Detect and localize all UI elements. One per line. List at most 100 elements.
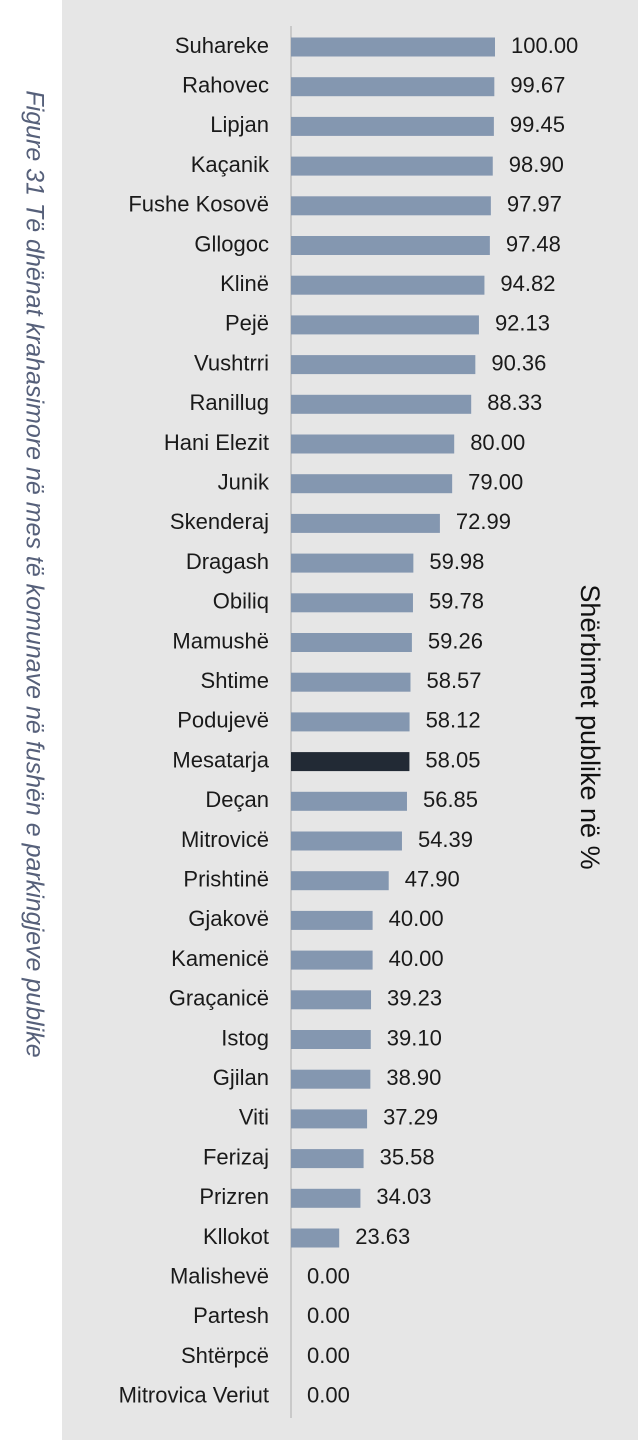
data-label: 35.58	[380, 1144, 435, 1169]
data-label: 0.00	[307, 1303, 350, 1328]
bar	[291, 672, 411, 692]
bar	[291, 37, 495, 57]
category-label: Malishevë	[170, 1264, 269, 1289]
category-label: Graçanicë	[169, 986, 269, 1011]
category-label: Gjilan	[213, 1065, 269, 1090]
category-label: Klinë	[220, 271, 269, 296]
bar	[291, 77, 495, 97]
category-label: Gjakovë	[188, 906, 269, 931]
category-label: Prizren	[199, 1184, 269, 1209]
category-label: Kllokot	[203, 1224, 269, 1249]
bar	[291, 1228, 340, 1248]
data-label: 59.98	[429, 549, 484, 574]
category-label: Mesatarja	[172, 747, 269, 772]
category-label: Lipjan	[210, 112, 269, 137]
bar	[291, 116, 494, 136]
bar	[291, 474, 453, 494]
category-label: Viti	[239, 1105, 269, 1130]
category-label: Vushtrri	[194, 350, 269, 375]
bar	[291, 553, 414, 573]
bar	[291, 990, 372, 1010]
data-label: 59.26	[428, 628, 483, 653]
category-label: Junik	[218, 470, 270, 495]
category-label: Podujevë	[177, 708, 269, 733]
bar	[291, 950, 373, 970]
bar	[291, 156, 493, 176]
bar	[291, 513, 440, 533]
data-label: 99.45	[510, 112, 565, 137]
axis-title: Shërbimet publike në %	[575, 584, 605, 869]
data-label: 88.33	[487, 390, 542, 415]
data-label: 97.97	[507, 192, 562, 217]
category-label: Suhareke	[175, 33, 269, 58]
bar	[291, 910, 373, 930]
caption-strip	[0, 0, 62, 1440]
bar	[291, 1030, 371, 1049]
category-label: Istog	[221, 1025, 269, 1050]
category-label: Ranillug	[190, 390, 270, 415]
category-label: Gllogoc	[194, 231, 269, 256]
data-label: 0.00	[307, 1264, 350, 1289]
data-label: 39.23	[387, 986, 442, 1011]
bar	[291, 712, 410, 732]
data-label: 72.99	[456, 509, 511, 534]
bar	[291, 355, 476, 375]
data-label: 58.57	[426, 668, 481, 693]
data-label: 99.67	[510, 73, 565, 98]
category-label: Mitrovicë	[181, 827, 269, 852]
data-label: 94.82	[500, 271, 555, 296]
bar	[291, 831, 402, 851]
bar	[291, 752, 410, 772]
data-label: 58.05	[425, 747, 480, 772]
data-label: 0.00	[307, 1343, 350, 1368]
data-label: 80.00	[470, 430, 525, 455]
data-label: 58.12	[426, 708, 481, 733]
category-label: Shtërpcë	[181, 1343, 269, 1368]
category-label: Partesh	[193, 1303, 269, 1328]
data-label: 79.00	[468, 470, 523, 495]
data-label: 0.00	[307, 1383, 350, 1408]
bar	[291, 315, 479, 335]
category-label: Skenderaj	[170, 509, 269, 534]
data-label: 37.29	[383, 1105, 438, 1130]
bar	[291, 196, 491, 216]
bar	[291, 1149, 364, 1169]
data-label: 40.00	[389, 906, 444, 931]
bar	[291, 394, 472, 414]
bar	[291, 1188, 361, 1208]
category-label: Pejë	[225, 311, 269, 336]
category-label: Mitrovica Veriut	[119, 1383, 269, 1408]
category-label: Obiliq	[213, 589, 269, 614]
data-label: 56.85	[423, 787, 478, 812]
bar	[291, 434, 455, 454]
category-label: Fushe Kosovë	[128, 192, 269, 217]
bar	[291, 275, 485, 295]
bar	[291, 236, 490, 255]
data-label: 90.36	[491, 350, 546, 375]
data-label: 39.10	[387, 1025, 442, 1050]
category-label: Kaçanik	[191, 152, 270, 177]
category-label: Dragash	[186, 549, 269, 574]
category-label: Hani Elezit	[164, 430, 269, 455]
data-label: 59.78	[429, 589, 484, 614]
category-label: Prishtinë	[183, 867, 269, 892]
data-label: 54.39	[418, 827, 473, 852]
category-label: Rahovec	[182, 73, 269, 98]
data-label: 38.90	[386, 1065, 441, 1090]
data-label: 97.48	[506, 231, 561, 256]
bar	[291, 791, 407, 811]
data-label: 23.63	[355, 1224, 410, 1249]
data-label: 92.13	[495, 311, 550, 336]
data-label: 100.00	[511, 33, 578, 58]
data-label: 98.90	[509, 152, 564, 177]
bar	[291, 633, 412, 652]
bar	[291, 593, 413, 613]
bar	[291, 1109, 368, 1129]
data-label: 34.03	[376, 1184, 431, 1209]
category-label: Ferizaj	[203, 1144, 269, 1169]
category-label: Mamushë	[172, 628, 269, 653]
category-label: Shtime	[201, 668, 269, 693]
category-label: Kamenicë	[171, 946, 269, 971]
bar	[291, 1069, 371, 1089]
